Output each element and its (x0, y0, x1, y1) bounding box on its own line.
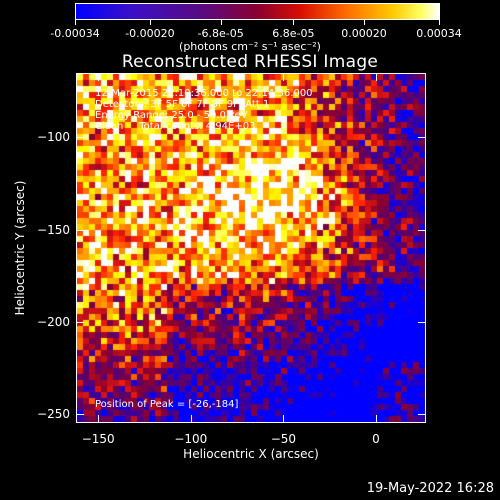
y-tick (76, 229, 84, 231)
annotation-energy-range: Energy Range: 25.0 - 50.0 keV (95, 110, 248, 121)
colorbar-tick-label: 6.8e-05 (272, 27, 315, 40)
y-tick (418, 229, 426, 231)
y-tick-label: −100 (37, 130, 70, 145)
colorbar-tick (364, 20, 366, 25)
x-tick-label: 0 (372, 432, 380, 446)
x-tick-label: −50 (270, 432, 297, 446)
colorbar-tick-label: -6.8e-05 (197, 27, 244, 40)
y-tick (76, 321, 84, 323)
colorbar-tick (293, 20, 295, 25)
x-tick (98, 73, 100, 81)
footer-date: 19-May-2022 16:28 (366, 481, 494, 496)
annotation-time-range: 12-Mar-2015 22:10:36.000 to 22:14:36.000 (95, 88, 313, 99)
colorbar-tick-label: 0.00034 (416, 27, 462, 40)
y-axis-label: Heliocentric Y (arcsec) (13, 180, 27, 316)
annotation-detectors: Detectors: 3F 5F 6F 7F 8F 9F, Att 1 (95, 99, 270, 110)
y-tick (418, 321, 426, 323)
colorbar-tick-label: -0.00034 (50, 27, 100, 40)
x-tick (376, 73, 377, 81)
image-plot[interactable]: 12-Mar-2015 22:10:36.000 to 22:14:36.000… (76, 73, 426, 423)
x-tick (98, 415, 100, 423)
y-tick (76, 413, 84, 415)
colorbar-tick-label: 0.00020 (341, 27, 387, 40)
y-tick-label: −250 (37, 406, 70, 421)
colorbar-tick-label: -0.00020 (125, 27, 175, 40)
heatmap-image (77, 74, 425, 422)
colorbar (75, 3, 440, 20)
x-tick (190, 415, 192, 423)
y-tick (418, 413, 426, 415)
x-tick (376, 415, 377, 423)
colorbar-tick (220, 20, 222, 25)
x-axis-label: Heliocentric X (arcsec) (183, 447, 319, 461)
plot-title: Reconstructed RHESSI Image (121, 52, 379, 72)
annotation-total-counts: Clean Total counts: 4.94E+03 (95, 121, 256, 132)
colorbar-units: (photons cm⁻² s⁻¹ asec⁻²) (179, 40, 321, 53)
annotation-peak-position: Position of Peak = [-26,-184] (95, 399, 239, 410)
x-tick (283, 415, 285, 423)
x-tick (283, 73, 285, 81)
y-tick-label: −150 (37, 222, 70, 237)
x-tick-label: −150 (81, 432, 115, 446)
colorbar-tick (149, 20, 151, 25)
colorbar-tick (439, 20, 440, 25)
colorbar-tick (75, 20, 76, 25)
x-tick (190, 73, 192, 81)
y-tick (418, 137, 426, 139)
y-tick-label: −200 (37, 314, 70, 329)
y-tick (76, 137, 84, 139)
x-tick-label: −100 (174, 432, 208, 446)
